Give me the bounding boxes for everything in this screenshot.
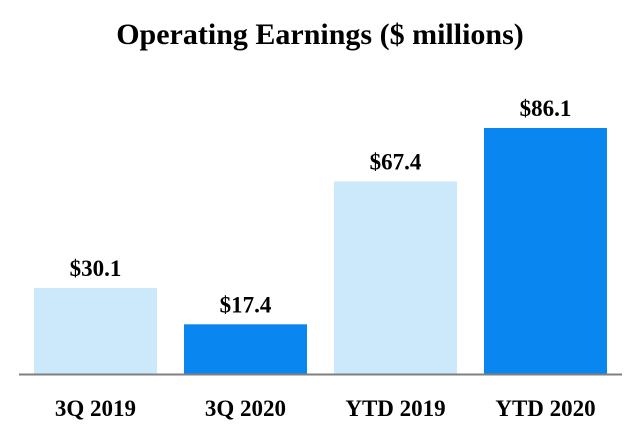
chart-title: Operating Earnings ($ millions): [116, 18, 524, 51]
bar-ytd-2019: [334, 181, 457, 374]
data-label-ytd-2019: $67.4: [370, 149, 422, 174]
data-label-ytd-2020: $86.1: [520, 96, 572, 121]
bar-ytd-2020: [484, 128, 607, 374]
tick-label-3q-2019: 3Q 2019: [55, 396, 136, 421]
tick-label-ytd-2019: YTD 2019: [345, 396, 445, 421]
tick-label-ytd-2020: YTD 2020: [495, 396, 595, 421]
data-label-3q-2020: $17.4: [220, 292, 272, 317]
bar-3q-2020: [184, 324, 307, 374]
bar-3q-2019: [34, 288, 157, 374]
tick-label-3q-2020: 3Q 2020: [205, 396, 286, 421]
data-label-3q-2019: $30.1: [70, 256, 122, 281]
